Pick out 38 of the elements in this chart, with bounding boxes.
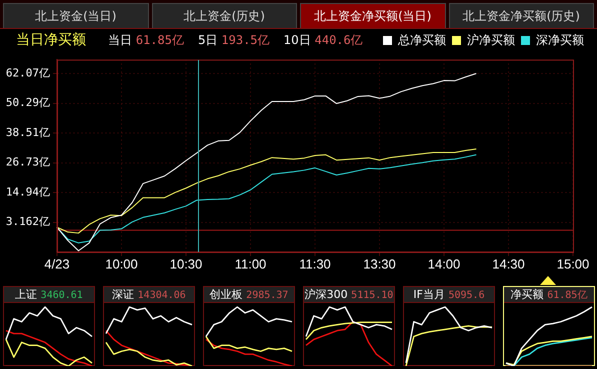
chart-title: IF当月 bbox=[413, 288, 445, 301]
tab[interactable]: 北上资金净买额(历史) bbox=[448, 3, 594, 28]
y-tick-label: 14.94亿 bbox=[6, 185, 50, 198]
y-tick-label: 38.51亿 bbox=[6, 126, 50, 139]
text: 当日 61.85亿 bbox=[108, 32, 184, 48]
chart-subtitle: 5095.6 bbox=[448, 290, 485, 301]
x-tick-label: 4/23 bbox=[44, 256, 70, 272]
y-tick-label: 26.73亿 bbox=[6, 156, 50, 169]
chart-subtitle: 5115.10 bbox=[351, 290, 394, 301]
y-tick-label: 62.07亿 bbox=[6, 66, 50, 80]
tab[interactable]: 北上资金(历史) bbox=[152, 3, 297, 28]
x-tick-label: 11:00 bbox=[234, 256, 266, 272]
text: 10日 440.6亿 bbox=[284, 32, 363, 48]
chart-title: 上证 bbox=[15, 288, 38, 301]
x-tick-label: 15:00 bbox=[556, 256, 590, 272]
legend-label: 总净买额 bbox=[396, 32, 446, 48]
chart-title: 当日净买额 bbox=[16, 31, 86, 49]
y-tick-label: 3.162亿 bbox=[6, 215, 50, 228]
tab[interactable]: 北上资金净买额(当日) bbox=[300, 3, 446, 28]
chart-title: 创业板 bbox=[210, 288, 243, 301]
chart-title: 净买额 bbox=[510, 288, 544, 301]
chart-subtitle: 2985.37 bbox=[246, 290, 288, 301]
x-tick-label: 10:30 bbox=[170, 256, 202, 272]
x-tick-label: 14:30 bbox=[492, 256, 525, 272]
x-tick-label: 11:30 bbox=[299, 256, 331, 272]
tab[interactable]: 北上资金(当日) bbox=[3, 3, 148, 28]
x-tick-label: 14:00 bbox=[428, 256, 460, 272]
chart-title: 深证 bbox=[112, 288, 134, 301]
y-tick-label: 50.29亿 bbox=[6, 96, 50, 110]
chart-subtitle: 14304.06 bbox=[138, 290, 186, 301]
chart-subtitle: 61.85亿 bbox=[547, 290, 588, 301]
text: 5日 193.5亿 bbox=[198, 32, 270, 48]
x-tick-label: 10:00 bbox=[105, 256, 138, 272]
legend-label: 沪净买额 bbox=[466, 32, 515, 48]
x-tick-label: 13:30 bbox=[363, 256, 396, 272]
chart-title: 沪深300 bbox=[304, 288, 348, 301]
legend-label: 深净买额 bbox=[534, 32, 584, 48]
chart-subtitle: 3460.61 bbox=[40, 290, 83, 301]
